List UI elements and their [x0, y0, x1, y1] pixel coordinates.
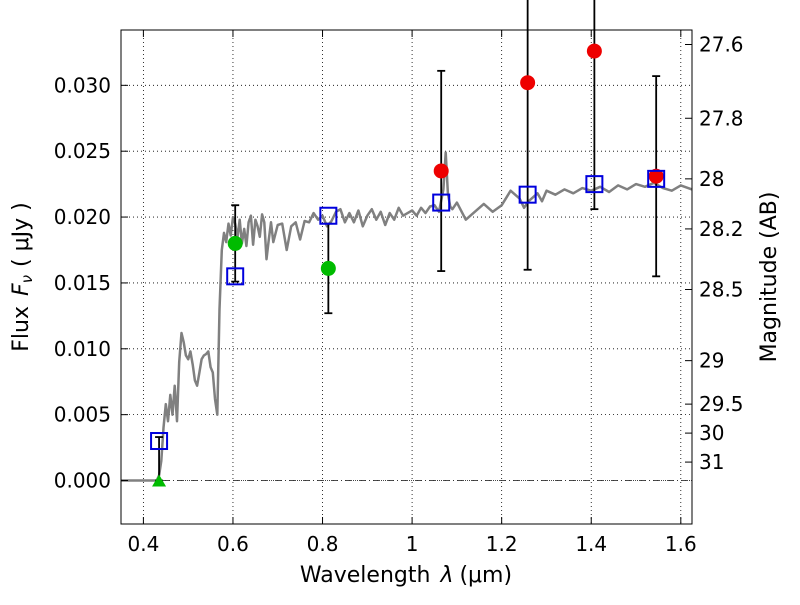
x-tick-label: 1.6	[665, 532, 697, 556]
model-square-marker	[518, 185, 537, 204]
model-square-marker	[226, 267, 245, 286]
y-tick-label: 0.015	[54, 271, 111, 295]
model-spectrum-line	[121, 151, 693, 482]
y2-tick-label: 28.5	[699, 278, 744, 302]
y-tick-label: 0.000	[54, 469, 111, 493]
red-data-point	[433, 163, 449, 179]
red-data-point	[648, 168, 664, 184]
y-tick-label: 0.025	[54, 139, 111, 163]
y2-tick-label: 29.5	[699, 392, 744, 416]
green-data-point	[320, 260, 336, 276]
red-data-point	[586, 43, 602, 59]
x-tick-label: 1.2	[486, 532, 518, 556]
y2-tick-label: 27.8	[699, 106, 744, 130]
x-axis: 0.4 0.6 0.8 1 1.2 1.4 1.6	[127, 30, 697, 556]
y2-tick-label: 28.2	[699, 217, 744, 241]
upper-limit-triangle	[152, 474, 167, 487]
y-axis-label: FluxFν( μJy )	[9, 202, 36, 351]
x-tick-label: 0.6	[217, 532, 249, 556]
y-axis: 0.000 0.005 0.010 0.015 0.020 0.025 0.030	[54, 73, 128, 493]
model-square-marker	[432, 193, 451, 212]
x-tick-label: 0.4	[127, 532, 159, 556]
y2-tick-label: 29	[699, 349, 724, 373]
model-square-marker	[647, 169, 666, 188]
y-tick-label: 0.020	[54, 205, 111, 229]
y2-tick-label: 30	[699, 421, 724, 445]
x-tick-label: 1	[406, 532, 419, 556]
y-tick-label: 0.030	[54, 73, 111, 97]
model-square-marker	[150, 432, 169, 451]
x-tick-label: 1.4	[575, 532, 607, 556]
data-markers	[150, 43, 666, 487]
x-tick-label: 0.8	[307, 532, 339, 556]
y2-tick-label: 28	[699, 167, 724, 191]
red-data-point	[520, 75, 536, 91]
x-axis-label: Wavelength λ (μm)	[300, 563, 512, 588]
spectrum-polyline	[121, 151, 693, 482]
model-square-marker	[585, 175, 604, 194]
y2-tick-label: 27.6	[699, 32, 744, 56]
plot-border	[120, 29, 693, 525]
y2-tick-label: 31	[699, 450, 724, 474]
y-tick-label: 0.005	[54, 403, 111, 427]
y2-axis-label: Magnitude (AB)	[757, 192, 782, 363]
green-data-point	[227, 235, 243, 251]
model-square-marker	[319, 206, 338, 225]
y-tick-label: 0.010	[54, 337, 111, 361]
y2-axis: 27.6 27.8 28 28.2 28.5 29 29.5 30 31	[685, 32, 744, 474]
plot-area	[120, 29, 693, 525]
